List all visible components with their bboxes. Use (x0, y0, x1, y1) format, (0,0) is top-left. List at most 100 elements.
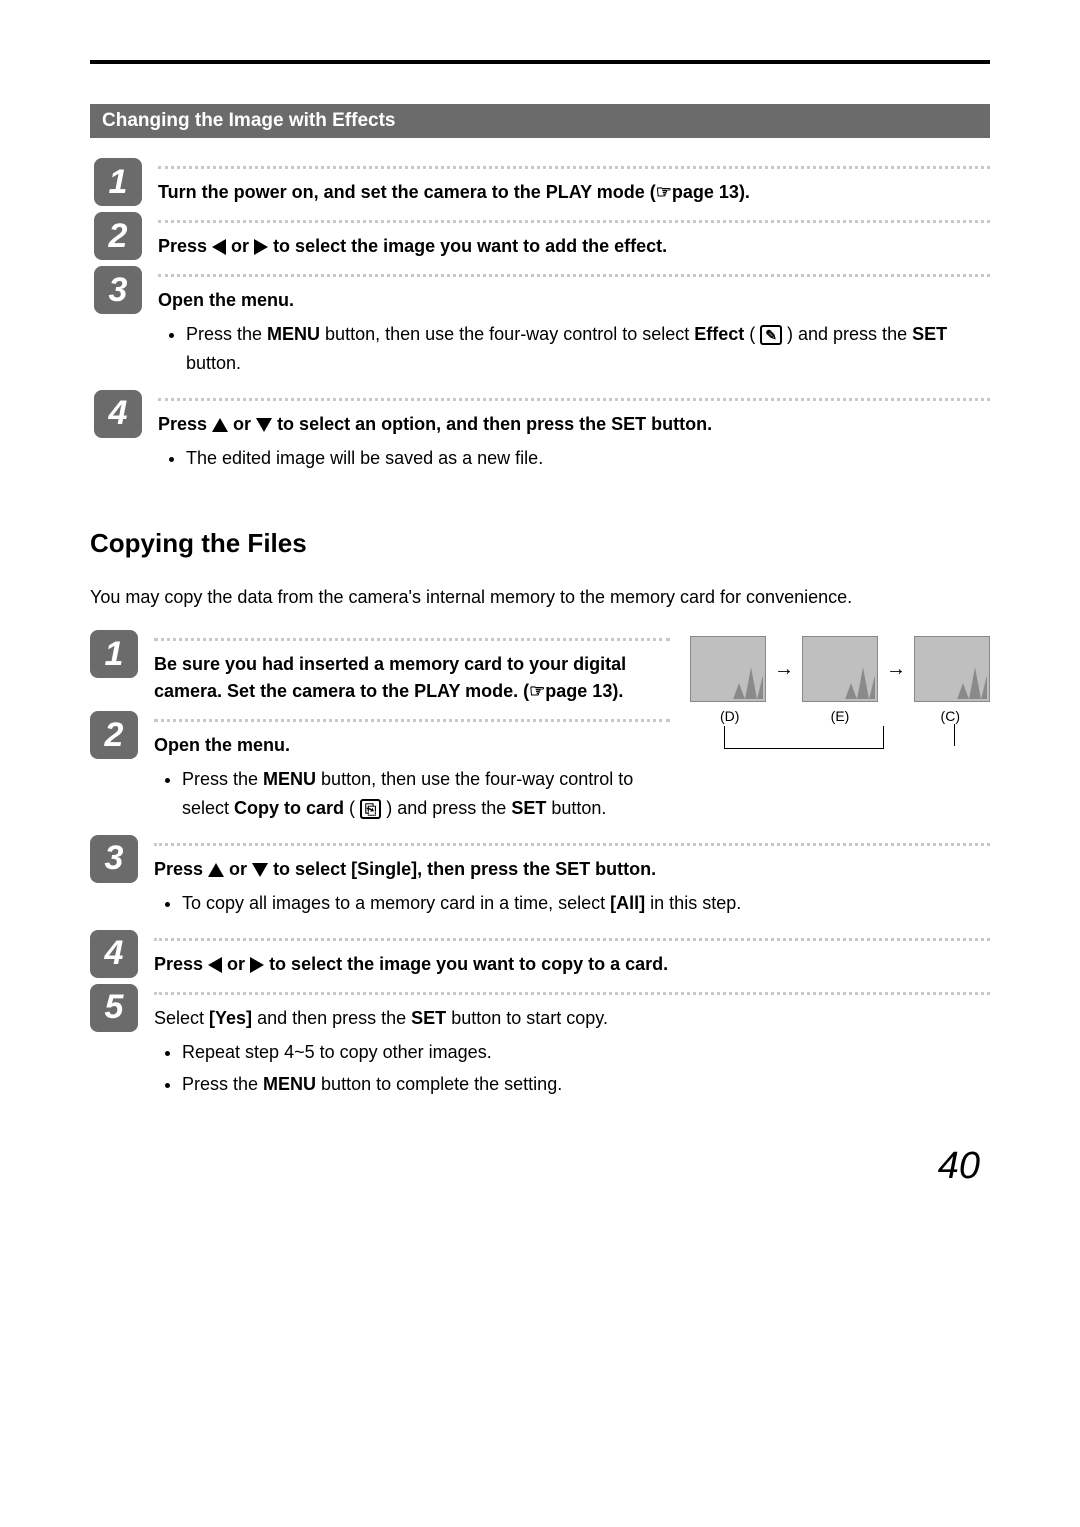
dotted-divider (154, 638, 670, 641)
text: or (224, 859, 252, 879)
text: Press the (186, 324, 267, 344)
text: Press (158, 236, 212, 256)
text: to select [Single], then press the SET b… (268, 859, 656, 879)
copy-step-2: 2 Open the menu. Press the MENU button, … (90, 711, 670, 829)
step-2: 2 Press or to select the image you want … (94, 212, 990, 260)
step-heading: Select [Yes] and then press the SET butt… (154, 1008, 608, 1028)
hand-icon: ☞ (656, 182, 672, 202)
intro-paragraph: You may copy the data from the camera's … (90, 583, 990, 612)
step-number: 2 (90, 711, 138, 759)
text: page 13). (545, 681, 623, 701)
step-heading: Press or to select an option, and then p… (158, 414, 712, 434)
text: SET (511, 798, 546, 818)
copy-step-4: 4 Press or to select the image you want … (90, 930, 990, 978)
arrow-right-icon: → (886, 658, 906, 681)
list-item: Press the MENU button, then use the four… (186, 320, 990, 378)
text: SET (411, 1008, 446, 1028)
copy-step-1: 1 Be sure you had inserted a memory card… (90, 630, 670, 705)
text: Effect (694, 324, 744, 344)
text: button to complete the setting. (316, 1074, 562, 1094)
text: Select (154, 1008, 209, 1028)
text: MENU (263, 769, 316, 789)
text: in this step. (645, 893, 741, 913)
step-number: 1 (94, 158, 142, 206)
list-item: Press the MENU button, then use the four… (182, 765, 670, 823)
dotted-divider (154, 843, 990, 846)
text: MENU (263, 1074, 316, 1094)
figure-thumb (690, 636, 766, 702)
left-arrow-icon (212, 239, 226, 255)
dotted-divider (158, 220, 990, 223)
text: to select the image you want to copy to … (264, 954, 668, 974)
text: To copy all images to a memory card in a… (182, 893, 610, 913)
step-number: 2 (94, 212, 142, 260)
step-number: 3 (94, 266, 142, 314)
copy-figure: → → (D) (E) (C) (690, 636, 990, 749)
figure-thumb (914, 636, 990, 702)
list-item: Repeat step 4~5 to copy other images. (182, 1038, 990, 1067)
copy-icon: ⎘ (360, 799, 381, 819)
dotted-divider (158, 166, 990, 169)
bullet-list: Repeat step 4~5 to copy other images. Pr… (182, 1038, 990, 1100)
step-1: 1 Turn the power on, and set the camera … (94, 158, 990, 206)
text: to select the image you want to add the … (268, 236, 667, 256)
bullet-list: Press the MENU button, then use the four… (186, 320, 990, 378)
dotted-divider (154, 719, 670, 722)
text: [Yes] (209, 1008, 252, 1028)
text: button to start copy. (446, 1008, 608, 1028)
figure-label-c: (C) (941, 708, 960, 724)
right-arrow-icon (254, 239, 268, 255)
text: page 13). (672, 182, 750, 202)
step-heading: Turn the power on, and set the camera to… (158, 182, 750, 202)
step-heading: Open the menu. (158, 287, 990, 314)
effect-icon: ✎ (760, 325, 782, 345)
step-3: 3 Open the menu. Press the MENU button, … (94, 266, 990, 384)
bullet-list: Press the MENU button, then use the four… (182, 765, 670, 823)
text: ( (344, 798, 360, 818)
up-arrow-icon (208, 863, 224, 877)
right-arrow-icon (250, 957, 264, 973)
section-banner-effects: Changing the Image with Effects (90, 104, 990, 138)
copy-step-5: 5 Select [Yes] and then press the SET bu… (90, 984, 990, 1106)
text: ) and press the (381, 798, 511, 818)
section-title-copying: Copying the Files (90, 528, 990, 559)
text: Press (154, 954, 208, 974)
step-heading: Open the menu. (154, 732, 670, 759)
step-4: 4 Press or to select an option, and then… (94, 390, 990, 479)
text: Copy to card (234, 798, 344, 818)
text: Press (158, 414, 212, 434)
text: ( (744, 324, 760, 344)
step-number: 1 (90, 630, 138, 678)
text: to select an option, and then press the … (272, 414, 712, 434)
step-heading: Press or to select the image you want to… (158, 236, 667, 256)
hand-icon: ☞ (529, 681, 545, 701)
step-number: 4 (90, 930, 138, 978)
down-arrow-icon (256, 418, 272, 432)
dotted-divider (158, 398, 990, 401)
text: Press (154, 859, 208, 879)
figure-label-e: (E) (831, 708, 850, 724)
text: MENU (267, 324, 320, 344)
dotted-divider (158, 274, 990, 277)
step-number: 3 (90, 835, 138, 883)
left-arrow-icon (208, 957, 222, 973)
text: Turn the power on, and set the camera to… (158, 182, 656, 202)
figure-line (954, 724, 956, 746)
text: or (222, 954, 250, 974)
figure-bracket (724, 726, 884, 749)
list-item: The edited image will be saved as a new … (186, 444, 990, 473)
text: ) and press the (782, 324, 912, 344)
step-heading: Press or to select the image you want to… (154, 954, 668, 974)
step-number: 4 (94, 390, 142, 438)
step-number: 5 (90, 984, 138, 1032)
text: Press the (182, 769, 263, 789)
step-heading: Be sure you had inserted a memory card t… (154, 654, 626, 701)
text: button. (546, 798, 606, 818)
figure-label-d: (D) (720, 708, 739, 724)
bullet-list: To copy all images to a memory card in a… (182, 889, 990, 918)
top-rule (90, 60, 990, 64)
text: or (228, 414, 256, 434)
text: SET (912, 324, 947, 344)
text: and then press the (252, 1008, 411, 1028)
text: [All] (610, 893, 645, 913)
